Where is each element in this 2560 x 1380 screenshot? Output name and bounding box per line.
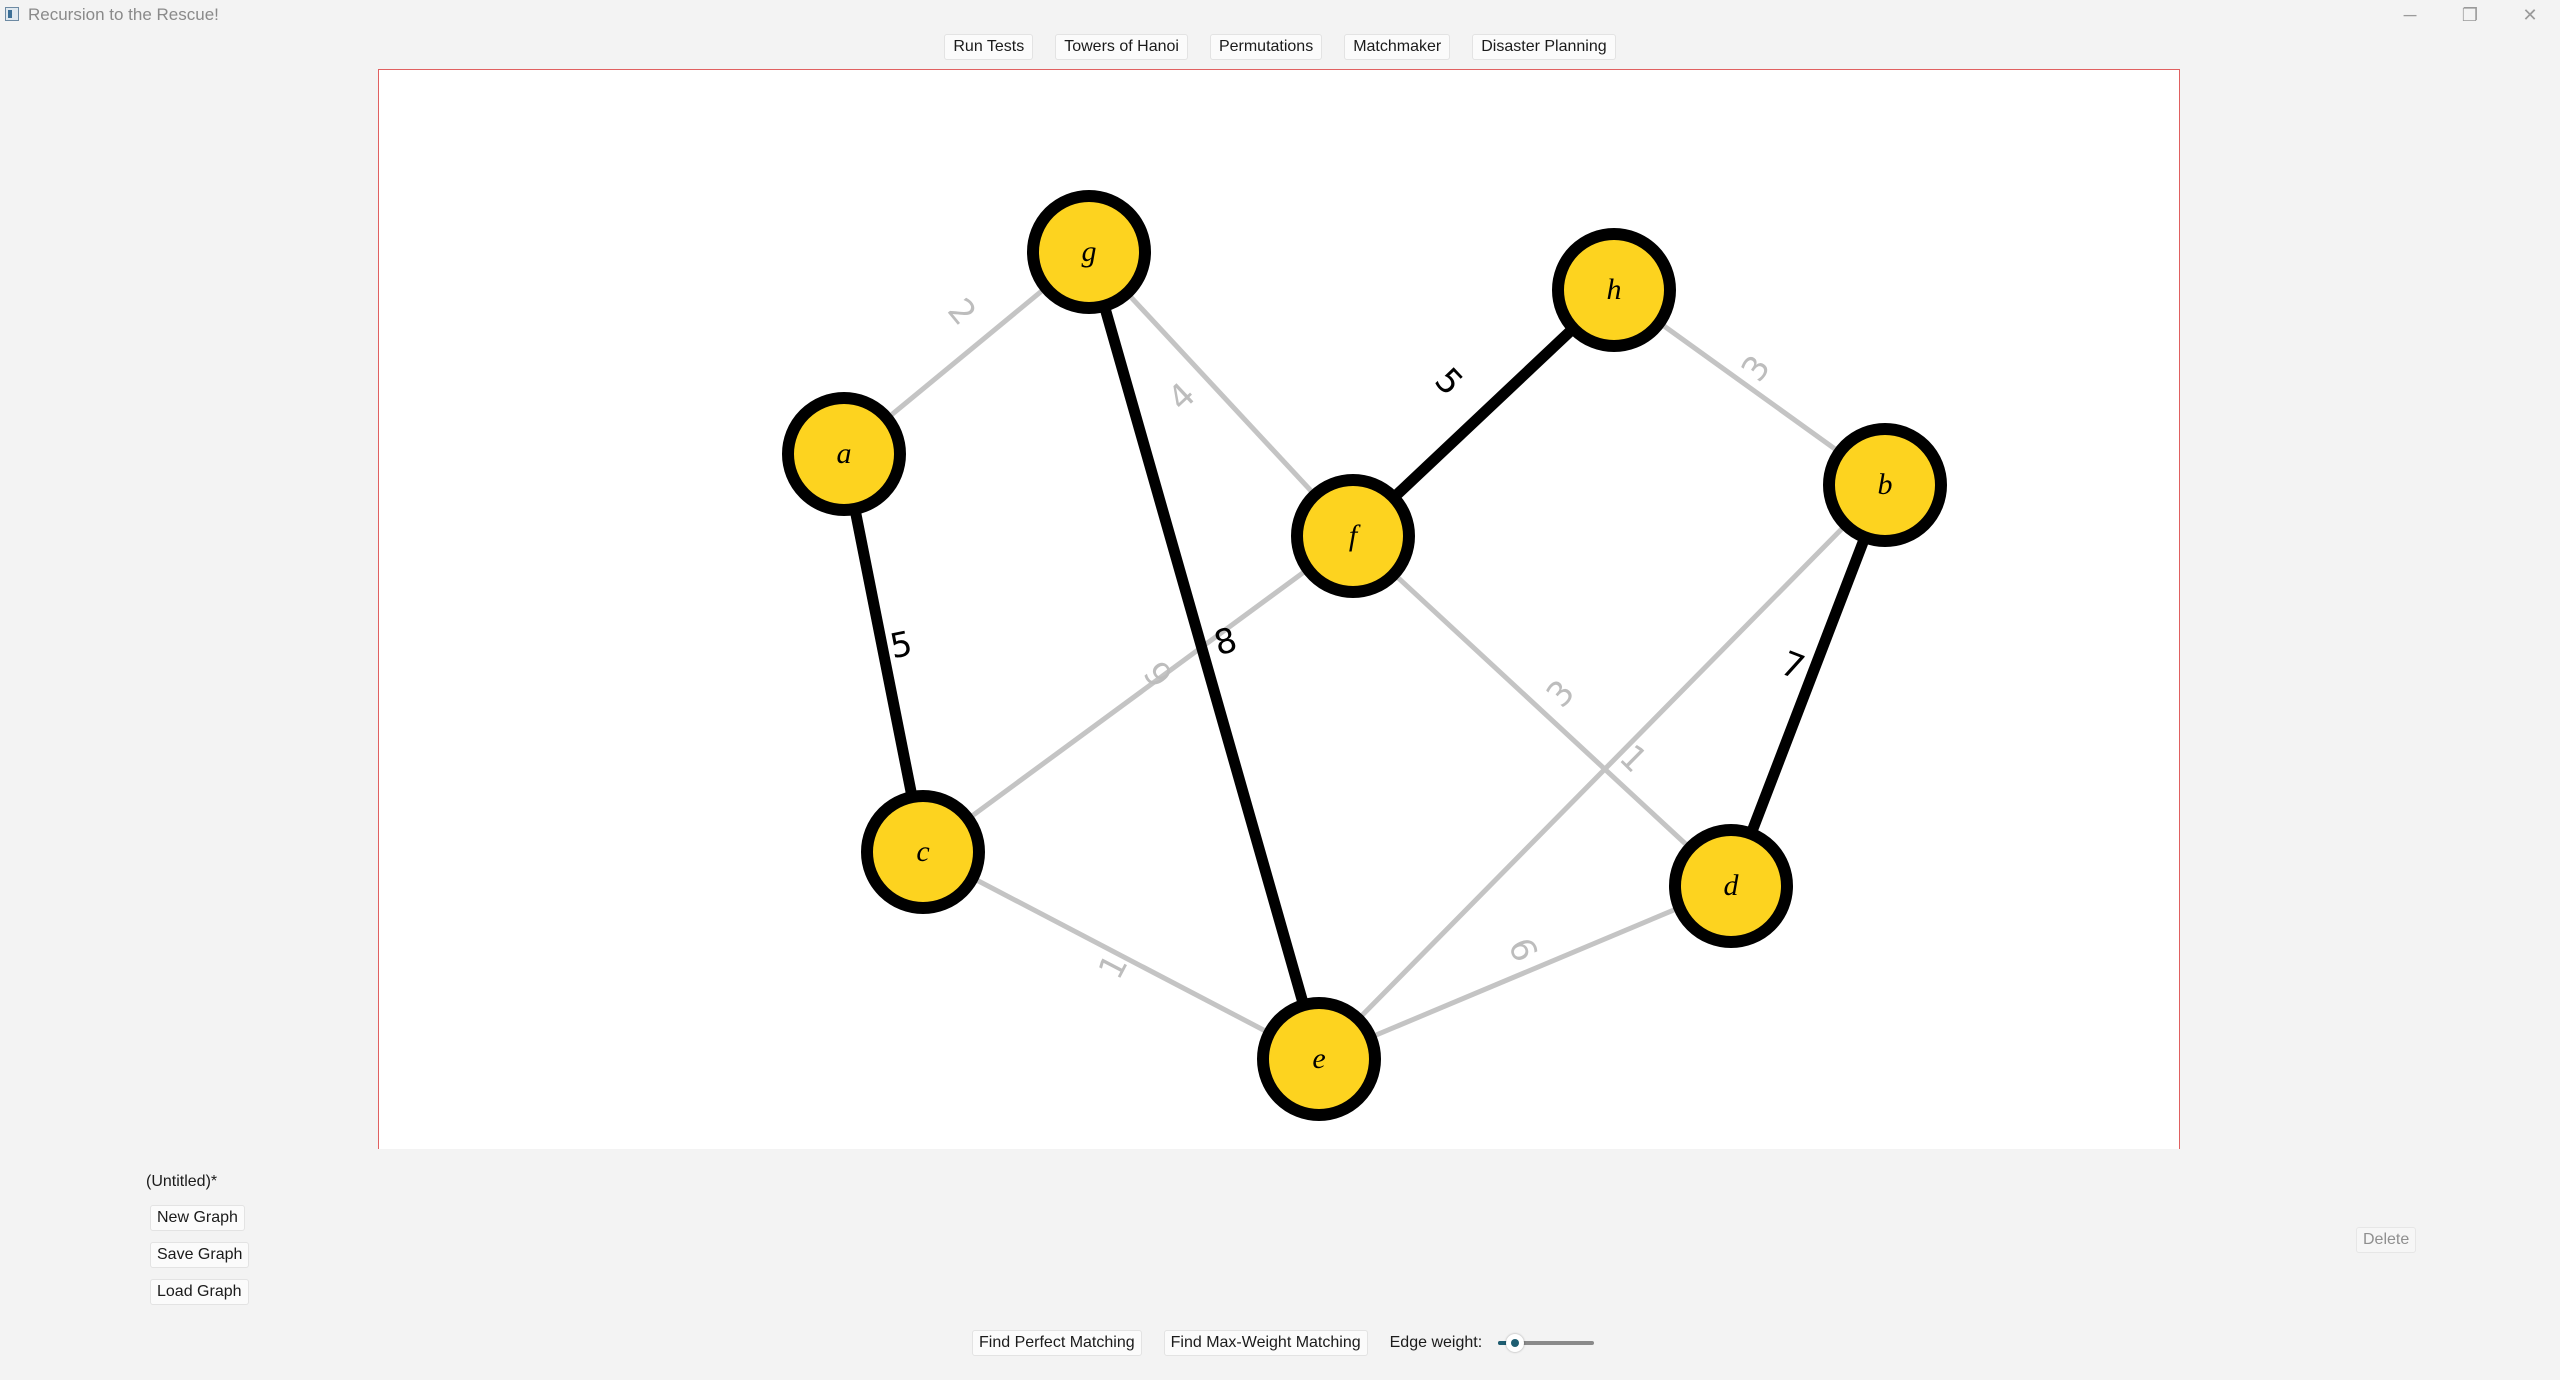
- node-e[interactable]: [1257, 997, 1381, 1121]
- node-g[interactable]: [1027, 190, 1151, 314]
- edge-f-d[interactable]: [1351, 534, 1733, 888]
- node-label-c: c: [916, 835, 929, 868]
- node-f[interactable]: [1291, 474, 1415, 598]
- window-title: Recursion to the Rescue!: [28, 5, 219, 24]
- title-bar: Recursion to the Rescue! ─ ❐ ✕: [0, 0, 2560, 30]
- slider-thumb[interactable]: [1506, 1334, 1525, 1352]
- tab-permutations[interactable]: Permutations: [1209, 34, 1323, 60]
- edge-weight-label-g-f: 4: [1160, 375, 1203, 419]
- edge-weight-label-e-b: 1: [1611, 737, 1654, 781]
- edge-e-d[interactable]: [1318, 883, 1732, 1062]
- top-nav: Run Tests Towers of Hanoi Permutations M…: [0, 34, 2560, 64]
- node-label-h: h: [1607, 273, 1622, 306]
- slider-track[interactable]: [1498, 1341, 1595, 1345]
- edge-weight-label-f-d: 3: [1539, 672, 1583, 715]
- edge-weight-label-e-d: 6: [1500, 932, 1545, 967]
- close-button[interactable]: ✕: [2522, 4, 2538, 25]
- edge-weight-label-g-e: 8: [1210, 620, 1242, 664]
- edge-weight-label-a-c: 5: [887, 624, 916, 667]
- node-label-a: a: [837, 437, 852, 470]
- node-a[interactable]: [782, 392, 906, 516]
- node-label-g: g: [1082, 235, 1097, 268]
- edge-weight-slider[interactable]: [1496, 1333, 1596, 1353]
- node-c[interactable]: [861, 790, 985, 914]
- restore-button[interactable]: ❐: [2461, 4, 2479, 25]
- find-perfect-matching-button[interactable]: Find Perfect Matching: [972, 1330, 1142, 1356]
- tab-run-tests[interactable]: Run Tests: [944, 34, 1034, 60]
- edge-a-c[interactable]: [838, 452, 929, 854]
- edge-weight-label-f-h: 5: [1427, 360, 1471, 403]
- edge-b-d[interactable]: [1725, 483, 1891, 888]
- load-graph-button[interactable]: Load Graph: [150, 1279, 249, 1305]
- node-label-d: d: [1724, 869, 1740, 902]
- node-h[interactable]: [1552, 228, 1676, 352]
- edge-weight-label: Edge weight:: [1389, 1334, 1483, 1351]
- minimize-button[interactable]: ─: [2403, 4, 2417, 25]
- new-graph-button[interactable]: New Graph: [150, 1205, 245, 1231]
- app-icon: [5, 7, 19, 21]
- tab-matchmaker[interactable]: Matchmaker: [1344, 34, 1451, 60]
- edge-e-b[interactable]: [1317, 483, 1887, 1061]
- bottom-panel: (Untitled)* New Graph Save Graph Load Gr…: [0, 1149, 2560, 1380]
- node-d[interactable]: [1669, 824, 1793, 948]
- edge-c-f[interactable]: [921, 533, 1355, 855]
- find-max-weight-matching-button[interactable]: Find Max-Weight Matching: [1163, 1330, 1368, 1356]
- node-b[interactable]: [1823, 423, 1947, 547]
- file-name: (Untitled)*: [146, 1173, 218, 1190]
- tab-disaster-planning[interactable]: Disaster Planning: [1472, 34, 1616, 60]
- action-bar: Find Perfect Matching Find Max-Weight Ma…: [972, 1329, 1596, 1357]
- edge-g-e[interactable]: [1083, 250, 1325, 1061]
- node-label-e: e: [1312, 1042, 1325, 1075]
- edge-c-e[interactable]: [921, 849, 1321, 1062]
- tab-towers-of-hanoi[interactable]: Towers of Hanoi: [1055, 34, 1188, 60]
- edge-g-f[interactable]: [1087, 250, 1355, 538]
- save-graph-button[interactable]: Save Graph: [150, 1242, 250, 1268]
- edge-weight-label-a-g: 2: [939, 291, 984, 333]
- delete-button[interactable]: Delete: [2356, 1227, 2417, 1253]
- node-label-b: b: [1878, 468, 1893, 501]
